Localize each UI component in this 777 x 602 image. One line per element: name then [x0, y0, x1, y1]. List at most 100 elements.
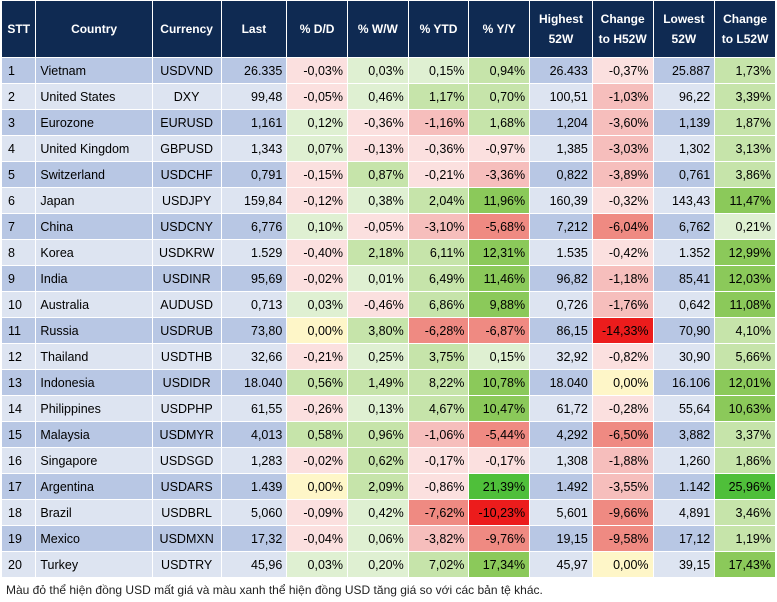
cell-stt: 7	[0, 213, 37, 240]
cell-cl52: 1,87%	[714, 109, 776, 136]
cell-l52: 85,41	[652, 265, 716, 292]
cell-currency: USDSGD	[151, 447, 222, 474]
cell-ytd: 1,17%	[407, 83, 470, 110]
header-dd: % D/D	[286, 0, 348, 58]
table-row: 19 Mexico USDMXN 17,32 -0,04% 0,06% -3,82% -9,7…	[0, 525, 776, 552]
cell-h52: 0,726	[529, 291, 593, 318]
cell-stt: 17	[0, 473, 37, 500]
cell-ww: -0,05%	[346, 213, 409, 240]
cell-currency: USDMXN	[151, 525, 222, 552]
cell-currency: USDJPY	[151, 187, 222, 214]
cell-stt: 15	[0, 421, 37, 448]
footnote: Màu đỏ thể hiện đồng USD mất giá và màu …	[6, 583, 543, 597]
cell-ww: 0,20%	[346, 551, 409, 578]
cell-yy: -0,17%	[468, 447, 531, 474]
cell-stt: 5	[0, 161, 37, 188]
cell-yy: -5,68%	[468, 213, 531, 240]
cell-ww: -0,13%	[346, 135, 409, 162]
cell-country: Brazil	[35, 499, 153, 526]
table-row: 8 Korea USDKRW 1.529 -0,40% 2,18% 6,11% 12,31% 1…	[0, 239, 776, 266]
table-row: 7 China USDCNY 6,776 0,10% -0,05% -3,10% -5,68%…	[0, 213, 776, 240]
cell-dd: 0,00%	[286, 473, 348, 500]
cell-stt: 16	[0, 447, 37, 474]
cell-dd: -0,21%	[286, 343, 348, 370]
cell-stt: 6	[0, 187, 37, 214]
cell-dd: -0,02%	[286, 265, 348, 292]
cell-dd: -0,03%	[286, 57, 348, 84]
cell-ch52: -3,55%	[591, 473, 654, 500]
table-row: 10 Australia AUDUSD 0,713 0,03% -0,46% 6,86% 9,…	[0, 291, 776, 318]
cell-ytd: 6,86%	[407, 291, 470, 318]
header-country: Country	[35, 0, 153, 58]
cell-ch52: 0,00%	[591, 551, 654, 578]
cell-currency: USDARS	[151, 473, 222, 500]
cell-l52: 4,891	[652, 499, 716, 526]
cell-cl52: 1,86%	[714, 447, 776, 474]
table-row: 4 United Kingdom GBPUSD 1,343 0,07% -0,13% -0,…	[0, 135, 776, 162]
cell-yy: 10,78%	[468, 369, 531, 396]
cell-stt: 10	[0, 291, 37, 318]
cell-stt: 18	[0, 499, 37, 526]
cell-cl52: 10,63%	[714, 395, 776, 422]
cell-l52: 143,43	[652, 187, 716, 214]
cell-ch52: -0,42%	[591, 239, 654, 266]
cell-ytd: 0,15%	[407, 57, 470, 84]
cell-l52: 17,12	[652, 525, 716, 552]
cell-ww: 0,03%	[346, 57, 409, 84]
cell-ww: 0,06%	[346, 525, 409, 552]
cell-stt: 2	[0, 83, 37, 110]
cell-last: 32,66	[220, 343, 288, 370]
cell-l52: 96,22	[652, 83, 716, 110]
cell-last: 0,713	[220, 291, 288, 318]
table-row: 5 Switzerland USDCHF 0,791 -0,15% 0,87% -0,21%…	[0, 161, 776, 188]
cell-dd: -0,40%	[286, 239, 348, 266]
cell-country: Mexico	[35, 525, 153, 552]
cell-h52: 0,822	[529, 161, 593, 188]
cell-ytd: 6,49%	[407, 265, 470, 292]
cell-cl52: 17,43%	[714, 551, 776, 578]
cell-cl52: 4,10%	[714, 317, 776, 344]
cell-stt: 14	[0, 395, 37, 422]
cell-country: India	[35, 265, 153, 292]
cell-yy: 1,68%	[468, 109, 531, 136]
table-row: 14 Philippines USDPHP 61,55 -0,26% 0,13% 4,67%…	[0, 395, 776, 422]
cell-dd: -0,05%	[286, 83, 348, 110]
cell-ch52: -3,03%	[591, 135, 654, 162]
cell-ww: 0,42%	[346, 499, 409, 526]
cell-l52: 16.106	[652, 369, 716, 396]
cell-ww: 0,01%	[346, 265, 409, 292]
cell-ytd: -0,36%	[407, 135, 470, 162]
cell-h52: 4,292	[529, 421, 593, 448]
cell-last: 45,96	[220, 551, 288, 578]
cell-ww: 0,38%	[346, 187, 409, 214]
cell-ytd: 2,04%	[407, 187, 470, 214]
cell-cl52: 3,37%	[714, 421, 776, 448]
header-change-l52w: Change to L52W	[714, 0, 776, 58]
cell-yy: 10,47%	[468, 395, 531, 422]
cell-yy: 17,34%	[468, 551, 531, 578]
cell-ch52: -14,33%	[591, 317, 654, 344]
cell-h52: 19,15	[529, 525, 593, 552]
cell-ch52: -0,32%	[591, 187, 654, 214]
cell-currency: USDINR	[151, 265, 222, 292]
cell-l52: 1,260	[652, 447, 716, 474]
table-row: 2 United States DXY 99,48 -0,05% 0,46% 1,17% 0,…	[0, 83, 776, 110]
cell-currency: GBPUSD	[151, 135, 222, 162]
cell-yy: -10,23%	[468, 499, 531, 526]
header-lowest-52w: Lowest 52W	[652, 0, 716, 58]
table-row: 20 Turkey USDTRY 45,96 0,03% 0,20% 7,02% 17,34%…	[0, 551, 776, 578]
cell-ytd: -1,06%	[407, 421, 470, 448]
cell-ww: -0,36%	[346, 109, 409, 136]
cell-cl52: 11,47%	[714, 187, 776, 214]
cell-cl52: 5,66%	[714, 343, 776, 370]
table-row: 9 India USDINR 95,69 -0,02% 0,01% 6,49% 11,46% 9…	[0, 265, 776, 292]
cell-dd: 0,12%	[286, 109, 348, 136]
cell-l52: 3,882	[652, 421, 716, 448]
cell-h52: 1.535	[529, 239, 593, 266]
cell-cl52: 3,46%	[714, 499, 776, 526]
header-ww: % W/W	[346, 0, 409, 58]
cell-l52: 1,302	[652, 135, 716, 162]
cell-dd: 0,07%	[286, 135, 348, 162]
cell-dd: 0,58%	[286, 421, 348, 448]
cell-stt: 4	[0, 135, 37, 162]
